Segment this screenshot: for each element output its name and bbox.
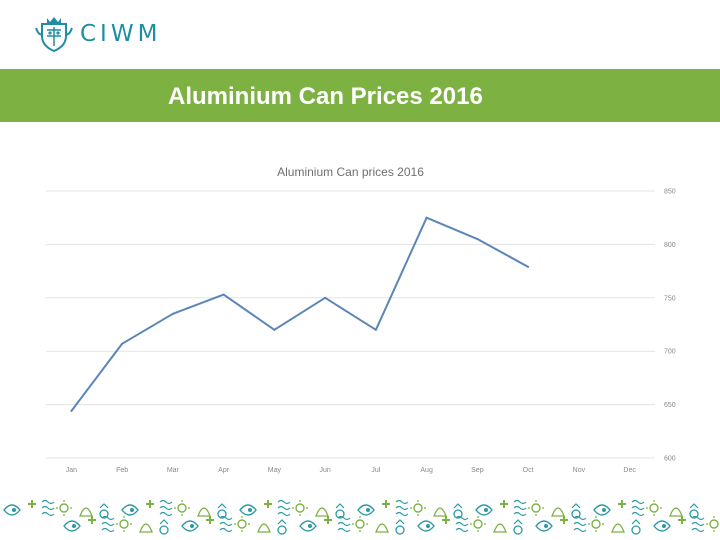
x-tick-label-nov: Nov xyxy=(573,467,586,474)
data-point-jan xyxy=(70,410,73,413)
chart-title: Aluminium Can prices 2016 xyxy=(277,165,424,179)
series-line-0 xyxy=(70,216,529,412)
page-title: Aluminium Can Prices 2016 xyxy=(168,83,483,110)
data-point-jul xyxy=(374,328,377,331)
ciwm-logo: CIWM xyxy=(34,14,161,54)
line-chart: Aluminium Can prices 2016 600 650 700 750 800… xyxy=(46,165,676,474)
x-tick-label-jan: Jan xyxy=(66,467,77,474)
title-banner: Aluminium Can Prices 2016 xyxy=(0,69,720,122)
y-tick-label-600: 600 xyxy=(664,456,676,463)
x-tick-label-feb: Feb xyxy=(116,467,128,474)
x-tick-label-jul: Jul xyxy=(371,467,380,474)
y-tick-label-650: 650 xyxy=(664,402,676,409)
x-tick-label-apr: Apr xyxy=(218,467,230,474)
data-point-mar xyxy=(171,312,174,315)
x-tick-label-may: May xyxy=(268,467,282,474)
chart-container: Aluminium Can prices 2016 600 650 700 750 800… xyxy=(0,150,720,490)
data-point-apr xyxy=(222,293,225,296)
x-tick-label-aug: Aug xyxy=(420,467,433,474)
x-tick-label-dec: Dec xyxy=(623,467,636,474)
crest-icon xyxy=(35,17,73,53)
x-tick-label-oct: Oct xyxy=(523,467,534,474)
data-point-jun xyxy=(324,296,327,299)
y-tick-label-800: 800 xyxy=(664,242,676,249)
y-tick-label-750: 750 xyxy=(664,295,676,302)
x-tick-label-mar: Mar xyxy=(167,467,180,474)
logo-text: CIWM xyxy=(80,21,162,47)
x-tick-label-jun: Jun xyxy=(319,467,330,474)
data-point-feb xyxy=(121,342,124,345)
data-point-sep xyxy=(476,238,479,241)
data-point-may xyxy=(273,328,276,331)
y-tick-label-700: 700 xyxy=(664,349,676,356)
data-point-oct xyxy=(527,265,530,268)
data-point-aug xyxy=(425,216,428,219)
pattern-icon xyxy=(3,499,720,535)
x-tick-label-sep: Sep xyxy=(471,467,484,474)
y-tick-label-850: 850 xyxy=(664,189,676,196)
